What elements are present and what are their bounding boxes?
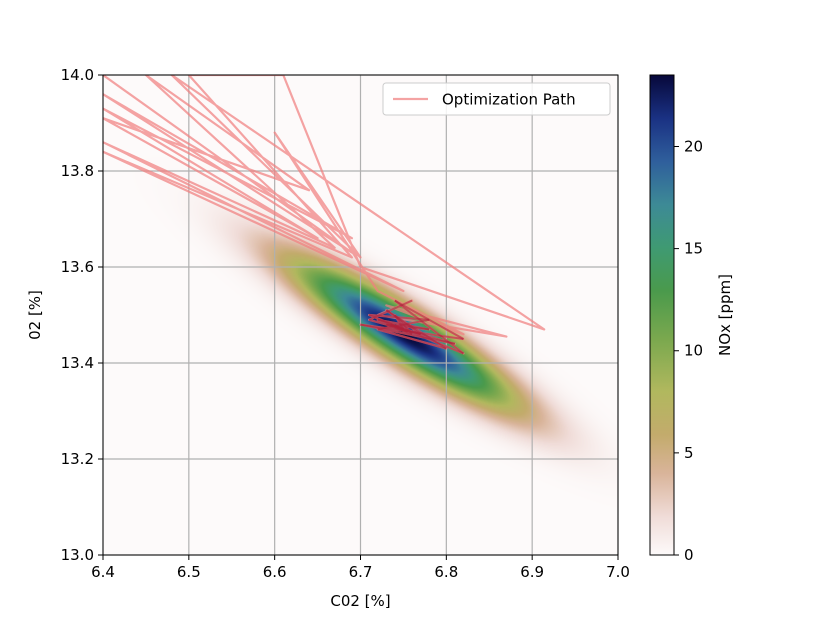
y-tick-label: 13.2 (61, 450, 94, 468)
path-segment (394, 299, 465, 355)
y-axis: 13.0 13.2 13.4 13.6 13.8 14.0 (61, 66, 103, 564)
x-tick-label: 6.5 (177, 563, 201, 581)
y-axis-label: 02 [%] (26, 290, 44, 340)
legend: Optimization Path (382, 82, 611, 116)
x-tick-label: 6.8 (434, 563, 458, 581)
path-segment (393, 314, 405, 330)
colorbar: 0 5 10 15 20 NOx [ppm] (649, 74, 734, 564)
colorbar-tick-label: 5 (684, 444, 694, 462)
x-axis-label: C02 [%] (330, 592, 390, 610)
y-tick-label: 13.0 (61, 546, 94, 564)
colorbar-tick-label: 15 (684, 240, 703, 258)
path-segment (385, 309, 422, 336)
y-tick-label: 13.8 (61, 162, 94, 180)
x-tick-label: 6.9 (520, 563, 544, 581)
colorbar-tick-label: 0 (684, 546, 694, 564)
optimization-path-points (360, 299, 465, 355)
x-tick-label: 6.6 (263, 563, 287, 581)
plot-area (102, 74, 619, 556)
legend-box (382, 82, 611, 116)
path-segment (394, 326, 409, 333)
colorbar-tick-label: 10 (684, 342, 703, 360)
colorbar-label: NOx [ppm] (716, 274, 734, 356)
colorbar-gradient (650, 75, 674, 555)
x-tick-label: 7.0 (606, 563, 630, 581)
x-axis: 6.4 6.5 6.6 6.7 6.8 6.9 7.0 (91, 555, 630, 581)
colorbar-frame (649, 74, 675, 556)
path-segment (368, 299, 413, 321)
colorbar-tick-label: 20 (684, 137, 703, 155)
y-tick-label: 13.6 (61, 258, 94, 276)
y-tick-label: 13.4 (61, 354, 94, 372)
x-tick-label: 6.7 (349, 563, 373, 581)
path-segment (394, 299, 464, 340)
legend-label-optimization-path: Optimization Path (442, 91, 576, 109)
x-tick-label: 6.4 (91, 563, 115, 581)
y-tick-label: 14.0 (61, 66, 94, 84)
colorbar-ticks: 0 5 10 15 20 (674, 137, 703, 564)
path-segment (377, 328, 447, 350)
